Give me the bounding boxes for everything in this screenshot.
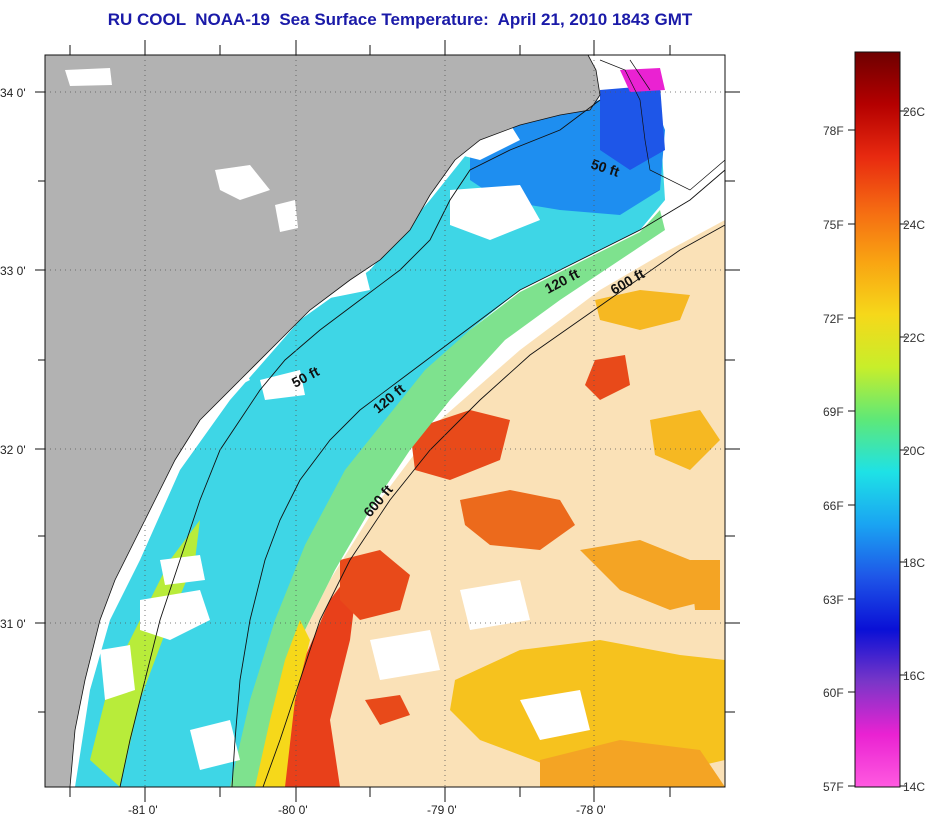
colorbar-f-label: 63F [823,593,844,607]
shelf-cool-water [75,68,665,787]
lon-label: -79 0' [427,803,457,817]
colorbar-f-label: 78F [823,124,844,138]
colorbar-ticks [848,110,907,787]
depth-contour-lines [119,99,725,787]
colorbar-c-label: 26C [903,105,925,119]
graticule [45,55,725,787]
lon-label: -80 0' [278,803,308,817]
lat-label: 33 0' [0,264,26,278]
map-title: RU COOL NOAA-19 Sea Surface Temperature:… [107,10,693,29]
colorbar-c-label: 20C [903,444,925,458]
lat-label: 34 0' [0,86,26,100]
colorbar-c-label: 22C [903,331,925,345]
offshore-warm-water [255,220,725,787]
land-fringe [69,55,601,787]
colorbar-f-label: 60F [823,686,844,700]
longitude-labels: -81 0' -80 0' -79 0' -78 0' [128,803,606,817]
axis-ticks [35,40,740,802]
colorbar-f-label: 66F [823,499,844,513]
contour-120ft [231,169,725,787]
lat-label: 31 0' [0,617,26,631]
cloud-gaps [100,108,590,770]
contour-600ft [262,224,725,787]
colorbar-c-label: 24C [903,218,925,232]
inland-cloud-patches [65,68,298,232]
land-mass [45,55,600,787]
map-frame [44,54,726,788]
colorbar: 78F 75F 72F 69F 66F 63F 60F 57F 26C 24C … [823,51,925,794]
colorbar-f-label: 69F [823,405,844,419]
colorbar-c-label: 16C [903,669,925,683]
lon-label: -81 0' [128,803,158,817]
colorbar-c-label: 18C [903,556,925,570]
colorbar-bar [854,51,901,788]
contour-50ft [119,99,601,787]
colorbar-c-label: 14C [903,780,925,794]
map-area [45,55,725,787]
colorbar-celsius-labels: 26C 24C 22C 20C 18C 16C 14C [903,105,925,794]
colorbar-fahrenheit-labels: 78F 75F 72F 69F 66F 63F 60F 57F [823,124,844,794]
colorbar-f-label: 72F [823,312,844,326]
colorbar-f-label: 75F [823,218,844,232]
lat-label: 32 0' [0,443,26,457]
barrier-islands [599,59,725,191]
colorbar-f-label: 57F [823,780,844,794]
latitude-labels: 34 0' 33 0' 32 0' 31 0' [0,86,26,631]
lon-label: -78 0' [576,803,606,817]
